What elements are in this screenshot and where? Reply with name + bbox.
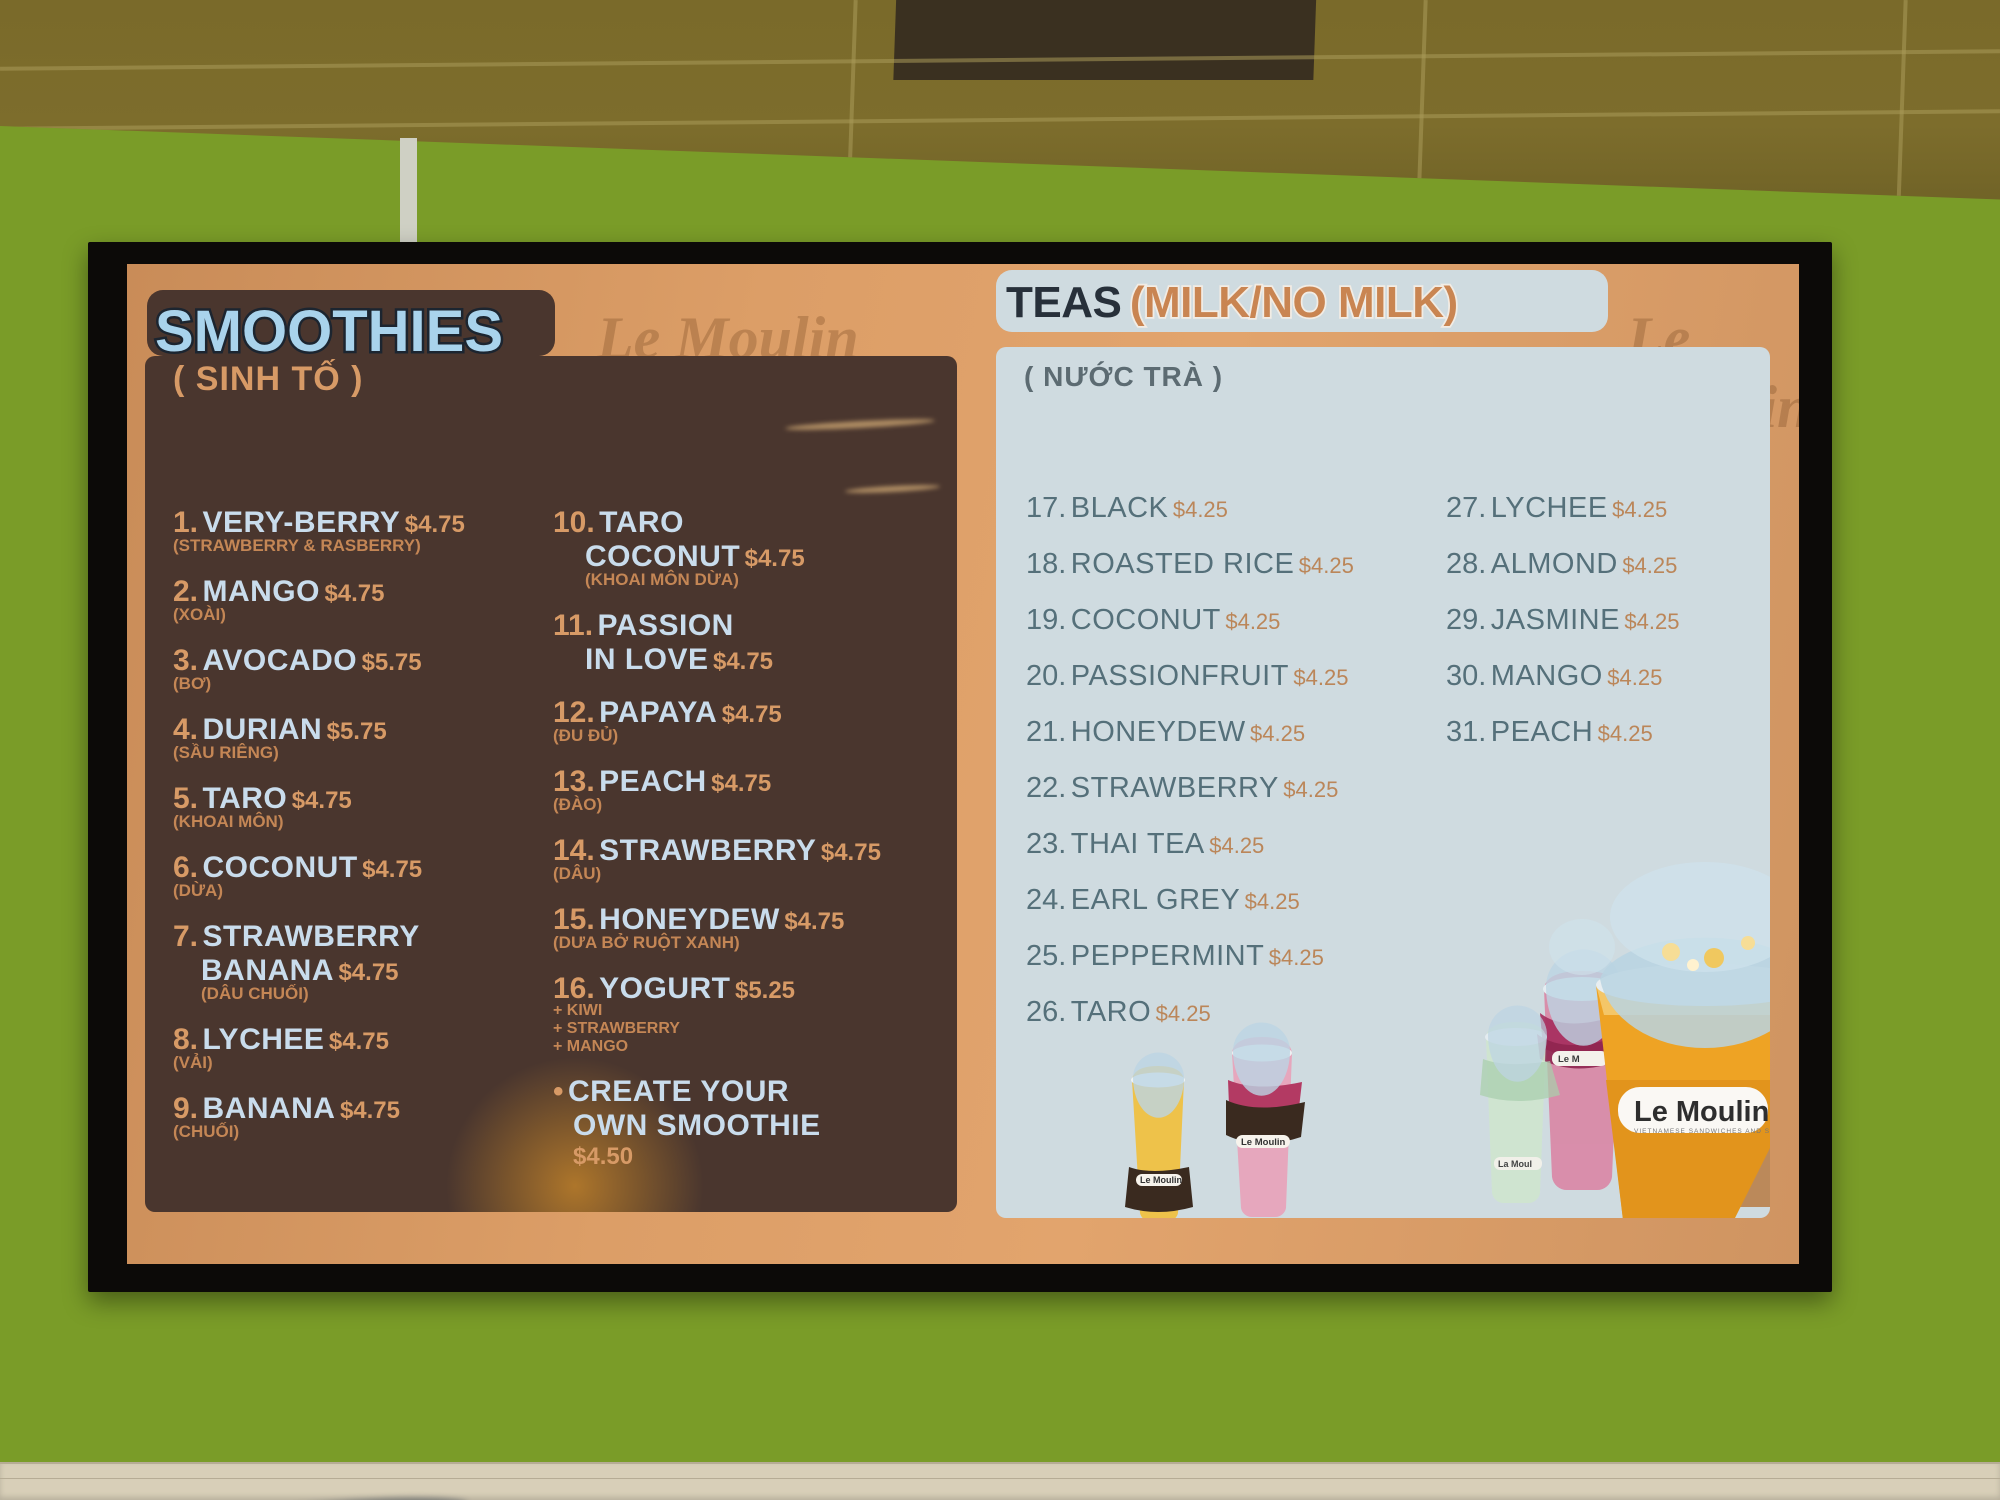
svg-text:Le M: Le M — [1558, 1054, 1580, 1065]
svg-text:Le Moulin: Le Moulin — [1140, 1175, 1182, 1185]
svg-text:Le Moulin: Le Moulin — [1241, 1137, 1286, 1148]
svg-text:Le Moulin: Le Moulin — [1634, 1096, 1769, 1128]
svg-text:La Moul: La Moul — [1498, 1159, 1532, 1169]
svg-text:VIETNAMESE SANDWICHES AND SHAK: VIETNAMESE SANDWICHES AND SHAKES — [1634, 1128, 1770, 1135]
